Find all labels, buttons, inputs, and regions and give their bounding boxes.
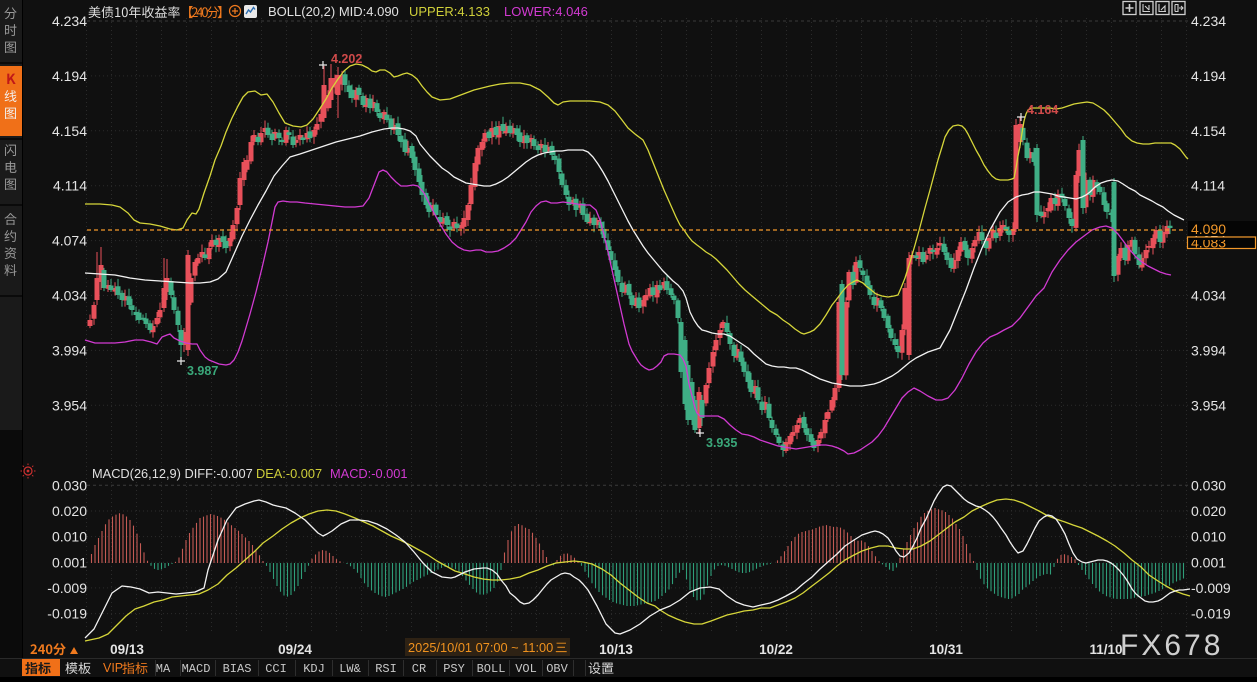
svg-text:3.987: 3.987 bbox=[187, 364, 218, 378]
svg-text:LW&: LW& bbox=[339, 662, 361, 676]
svg-text:4.083: 4.083 bbox=[1191, 235, 1226, 251]
svg-text:4.114: 4.114 bbox=[53, 178, 87, 194]
svg-text:BOLL(20,2) MID:4.090: BOLL(20,2) MID:4.090 bbox=[268, 4, 399, 19]
svg-text:CCI: CCI bbox=[265, 662, 287, 676]
svg-text:LOWER:4.046: LOWER:4.046 bbox=[504, 4, 588, 19]
svg-text:0.020: 0.020 bbox=[1191, 503, 1226, 519]
svg-text:09/24: 09/24 bbox=[278, 642, 312, 657]
svg-text:3.954: 3.954 bbox=[1191, 397, 1226, 413]
svg-text:4.034: 4.034 bbox=[1191, 288, 1226, 304]
svg-text:09/13: 09/13 bbox=[110, 642, 144, 657]
svg-text:4.202: 4.202 bbox=[331, 52, 362, 66]
svg-text:-0.009: -0.009 bbox=[47, 580, 87, 596]
svg-text:VOL: VOL bbox=[515, 662, 537, 676]
svg-text:3.994: 3.994 bbox=[1191, 342, 1226, 358]
svg-text:MACD(26,12,9) DIFF:-0.007: MACD(26,12,9) DIFF:-0.007 bbox=[92, 466, 253, 481]
svg-text:VIP: VIP bbox=[103, 661, 123, 675]
svg-text:4.234: 4.234 bbox=[1191, 13, 1226, 29]
svg-text:-0.019: -0.019 bbox=[1191, 606, 1231, 622]
svg-text:4.154: 4.154 bbox=[52, 123, 87, 139]
svg-text:BIAS: BIAS bbox=[223, 662, 252, 676]
svg-text:0.030: 0.030 bbox=[1191, 477, 1226, 493]
svg-text:CR: CR bbox=[412, 662, 426, 676]
svg-text:DEA:-0.007: DEA:-0.007 bbox=[256, 466, 322, 481]
svg-text:4.194: 4.194 bbox=[52, 68, 87, 84]
svg-text:2025/10/01 07:00 ~ 11:00: 2025/10/01 07:00 ~ 11:00 bbox=[408, 640, 553, 655]
svg-text:FX678: FX678 bbox=[1120, 629, 1223, 662]
svg-text:3.994: 3.994 bbox=[52, 342, 87, 358]
svg-text:MACD: MACD bbox=[182, 662, 211, 676]
svg-text:4.074: 4.074 bbox=[52, 233, 87, 249]
svg-text:3.935: 3.935 bbox=[706, 436, 737, 450]
svg-text:3.954: 3.954 bbox=[52, 397, 87, 413]
svg-text:-0.009: -0.009 bbox=[1191, 580, 1231, 596]
svg-text:11/10: 11/10 bbox=[1089, 642, 1122, 657]
svg-text:4.194: 4.194 bbox=[1191, 68, 1226, 84]
svg-text:MACD:-0.001: MACD:-0.001 bbox=[330, 466, 408, 481]
svg-text:0.020: 0.020 bbox=[52, 503, 87, 519]
svg-text:0.030: 0.030 bbox=[52, 477, 87, 493]
svg-text:0.001: 0.001 bbox=[1191, 554, 1226, 570]
svg-text:PSY: PSY bbox=[443, 662, 465, 676]
svg-text:10/31: 10/31 bbox=[929, 642, 963, 657]
svg-text:0.001: 0.001 bbox=[52, 554, 87, 570]
svg-text:10/22: 10/22 bbox=[759, 642, 793, 657]
svg-text:4.154: 4.154 bbox=[1191, 123, 1226, 139]
svg-text:BOLL: BOLL bbox=[477, 662, 506, 676]
svg-text:KDJ: KDJ bbox=[303, 662, 325, 676]
svg-text:UPPER:4.133: UPPER:4.133 bbox=[409, 4, 490, 19]
svg-text:OBV: OBV bbox=[546, 662, 568, 676]
svg-text:4.164: 4.164 bbox=[1027, 103, 1058, 117]
svg-text:-0.019: -0.019 bbox=[47, 606, 87, 622]
svg-text:0.010: 0.010 bbox=[52, 529, 87, 545]
svg-text:4.234: 4.234 bbox=[52, 13, 87, 29]
svg-text:0.010: 0.010 bbox=[1191, 529, 1226, 545]
svg-text:RSI: RSI bbox=[375, 662, 397, 676]
svg-text:10/13: 10/13 bbox=[599, 642, 633, 657]
svg-text:4.114: 4.114 bbox=[1191, 178, 1225, 194]
svg-text:4.090: 4.090 bbox=[1191, 221, 1226, 237]
svg-text:4.034: 4.034 bbox=[52, 288, 87, 304]
svg-text:MA: MA bbox=[156, 662, 171, 676]
